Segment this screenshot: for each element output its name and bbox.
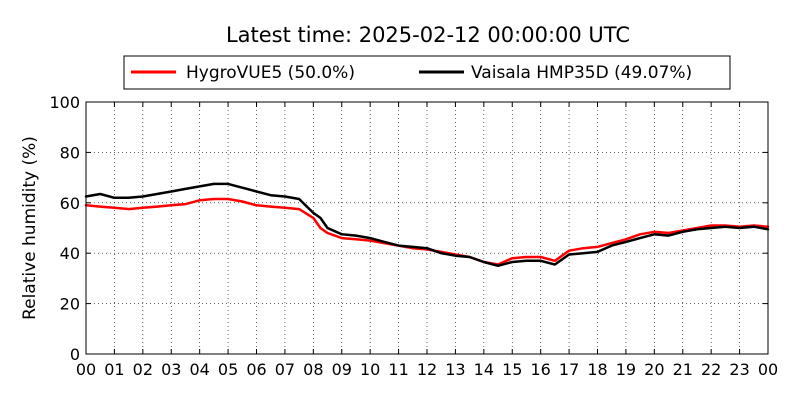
x-tick-label: 03: [161, 360, 181, 379]
x-tick-label: 13: [445, 360, 465, 379]
y-tick-label: 80: [60, 143, 80, 162]
x-tick-label: 12: [417, 360, 437, 379]
grid: [86, 102, 768, 354]
x-tick-label: 09: [332, 360, 352, 379]
y-axis-tick-labels: 0 20 40 60 80 100: [49, 93, 80, 364]
x-tick-label: 20: [644, 360, 664, 379]
x-tick-label: 00: [76, 360, 96, 379]
x-tick-label: 19: [616, 360, 636, 379]
legend-label-vaisala: Vaisala HMP35D (49.07%): [471, 63, 692, 83]
x-tick-label: 18: [587, 360, 607, 379]
x-tick-label: 16: [530, 360, 550, 379]
x-tick-label: 00: [758, 360, 778, 379]
legend: HygroVUE5 (50.0%) Vaisala HMP35D (49.07%…: [123, 55, 731, 90]
x-tick-label: 21: [673, 360, 693, 379]
x-axis-tick-labels: 00 01 02 03 04 05 06 07 08 09 10 11 12 13 14 15 16 17 18 19…: [76, 360, 778, 379]
x-tick-label: 04: [189, 360, 209, 379]
x-tick-label: 10: [360, 360, 380, 379]
x-tick-label: 22: [701, 360, 721, 379]
x-tick-label: 08: [303, 360, 323, 379]
series-line-vaisala: [84, 182, 770, 268]
x-tick-label: 05: [218, 360, 238, 379]
x-tick-label: 02: [133, 360, 153, 379]
x-tick-label: 01: [104, 360, 124, 379]
y-tick-label: 0: [70, 345, 80, 364]
legend-label-hygrovue5: HygroVUE5 (50.0%): [186, 63, 355, 83]
x-tick-label: 15: [502, 360, 522, 379]
x-tick-label: 23: [729, 360, 749, 379]
plot-area-frame: [85, 101, 769, 355]
y-tick-label: 20: [60, 295, 80, 314]
axis-ticks: [85, 101, 769, 355]
series-lines: [84, 182, 770, 268]
x-tick-label: 06: [246, 360, 266, 379]
y-tick-label: 60: [60, 194, 80, 213]
y-tick-label: 100: [49, 93, 80, 112]
y-axis-label: Relative humidity (%): [20, 136, 40, 320]
chart-title: Latest time: 2025-02-12 00:00:00 UTC: [226, 23, 630, 47]
x-tick-label: 14: [474, 360, 494, 379]
x-tick-label: 17: [559, 360, 579, 379]
x-tick-label: 11: [388, 360, 408, 379]
x-tick-label: 07: [275, 360, 295, 379]
y-tick-label: 40: [60, 244, 80, 263]
